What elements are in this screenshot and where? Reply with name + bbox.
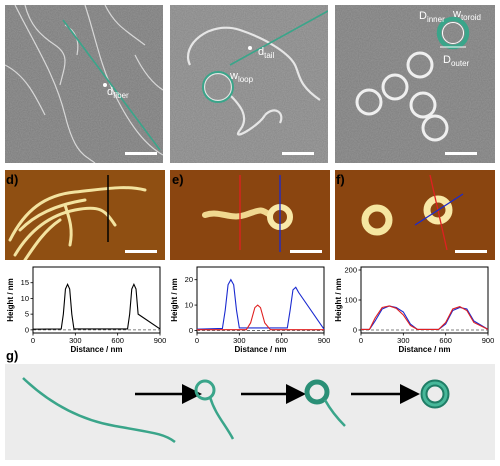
y-tick-label: 100 <box>344 296 357 305</box>
x-tick-label: 600 <box>275 336 288 345</box>
x-tick-label: 0 <box>195 336 199 345</box>
panel-d-drawing <box>5 170 165 260</box>
panel-d-afm-fibers <box>5 170 165 260</box>
schematic-drawing <box>22 377 450 443</box>
y-tick-label: 0 <box>25 325 29 334</box>
panel-c-sem-toroids: Dinner wtoroid Douter <box>335 5 495 163</box>
series-line-1 <box>361 305 489 330</box>
height-profile-f: 0 300 600 900 0 100 200 Distance / nm Height / n… <box>334 266 495 355</box>
label-g: g) <box>6 348 19 363</box>
height-profile-e: 0 300 600 900 0 10 20 Distance / nm Height / nm <box>170 266 331 354</box>
scale-bar <box>455 250 487 253</box>
series-line-1 <box>197 304 324 331</box>
x-tick-label: 0 <box>31 336 35 345</box>
series-line-0 <box>32 282 161 330</box>
panel-c-drawing: Dinner wtoroid Douter <box>335 5 495 163</box>
y-tick-label: 0 <box>189 326 193 335</box>
y-tick-label: 15 <box>21 278 29 287</box>
height-profile-d: 0 300 600 900 0 5 10 15 Distance / nm Height / nm <box>6 266 167 354</box>
label-e: e) <box>172 172 184 187</box>
scale-bar <box>282 152 314 155</box>
y-tick-label: 20 <box>185 275 193 284</box>
label-d: d) <box>6 172 19 187</box>
loop-schematic <box>194 379 216 401</box>
panel-b-drawing: dtail wloop <box>170 5 328 163</box>
w-loop-annotation: wloop <box>229 70 254 84</box>
x-tick-label: 300 <box>233 336 246 345</box>
y-tick-label: 10 <box>21 294 29 303</box>
scale-bar <box>125 152 157 155</box>
y-tick-label: 5 <box>25 310 29 319</box>
plot-frame <box>196 266 325 334</box>
scale-bar <box>125 250 157 253</box>
d-tail-annotation: dtail <box>258 46 275 60</box>
x-tick-label: 600 <box>111 336 124 345</box>
panel-f-drawing <box>335 170 495 260</box>
panel-b-sem-loop: dtail wloop <box>170 5 328 163</box>
x-tick-label: 900 <box>154 336 167 345</box>
y-tick-label: 200 <box>344 266 357 275</box>
w-toroid-annotation: wtoroid <box>452 8 481 22</box>
panel-e-afm-loop <box>170 170 330 260</box>
y-tick-label: 0 <box>353 326 357 335</box>
x-tick-label: 900 <box>482 336 495 345</box>
x-axis-label: Distance / nm <box>70 345 122 354</box>
panel-a-drawing: dfiber <box>5 5 163 163</box>
fiber-schematic <box>22 377 176 443</box>
y-axis-label: Height / nm <box>170 278 179 322</box>
partial-toroid-schematic <box>304 379 330 405</box>
scale-bar <box>445 152 477 155</box>
series-line-0 <box>196 278 325 330</box>
plot-frame <box>360 266 489 334</box>
panel-e-drawing <box>170 170 330 260</box>
panel-a-sem-fibers: dfiber <box>5 5 163 163</box>
x-axis-label: Distance / nm <box>234 345 286 354</box>
x-tick-label: 900 <box>318 336 331 345</box>
x-tick-label: 0 <box>359 336 363 345</box>
plot-frame <box>32 266 161 334</box>
d-outer-annotation: Douter <box>443 54 470 68</box>
label-f: f) <box>336 172 345 187</box>
panel-f-afm-toroids <box>335 170 495 260</box>
y-axis-label: Height / nm <box>334 278 343 322</box>
x-tick-label: 300 <box>69 336 82 345</box>
scale-bar <box>290 250 322 253</box>
y-axis-label: Height / nm <box>6 278 15 322</box>
d-inner-annotation: Dinner <box>419 10 445 24</box>
d-fiber-annotation: dfiber <box>107 86 129 100</box>
schematic-strip <box>5 364 495 460</box>
y-tick-label: 10 <box>185 301 193 310</box>
x-tick-label: 600 <box>439 336 452 345</box>
x-tick-label: 300 <box>397 336 410 345</box>
x-axis-label: Distance / nm <box>398 345 450 354</box>
